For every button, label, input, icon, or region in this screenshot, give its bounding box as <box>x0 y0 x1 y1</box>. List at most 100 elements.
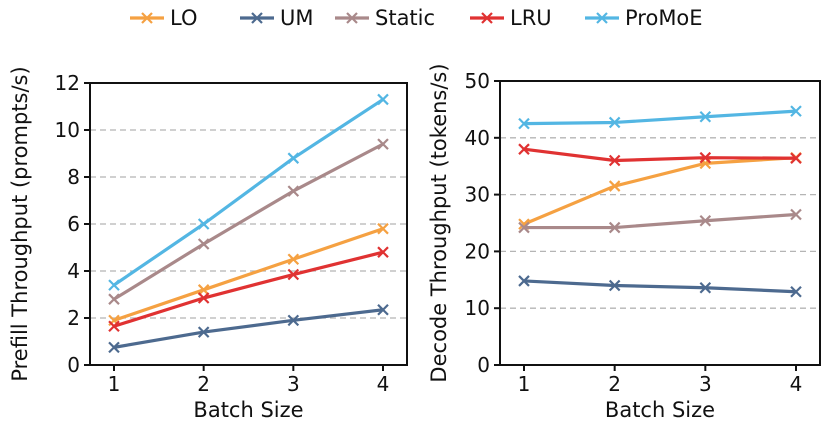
series-line <box>113 308 384 349</box>
x-tick-label: 2 <box>197 372 210 396</box>
data-point <box>518 221 530 234</box>
legend-item-promoe: ProMoE <box>585 6 703 30</box>
series-line <box>113 227 384 322</box>
series-lru <box>108 246 389 333</box>
legend-item-lru: LRU <box>470 6 552 30</box>
data-point <box>377 222 389 235</box>
legend-item-um: UM <box>240 6 314 30</box>
series-line <box>523 147 797 163</box>
y-tick-label: 10 <box>465 296 490 320</box>
x-axis-title: Batch Size <box>193 398 303 422</box>
data-point <box>608 116 621 129</box>
data-point <box>377 138 389 150</box>
data-point <box>287 253 300 266</box>
data-point <box>287 268 300 281</box>
data-point <box>518 117 530 130</box>
legend-marker <box>481 12 493 24</box>
x-tick-label: 1 <box>518 372 531 396</box>
series-promoe <box>518 105 802 130</box>
data-point <box>197 292 210 304</box>
y-tick-label: 4 <box>67 259 80 283</box>
y-tick-label: 20 <box>465 239 490 263</box>
legend-marker <box>346 12 358 24</box>
series-um <box>518 275 802 298</box>
data-point <box>287 185 300 197</box>
series-static <box>108 138 389 305</box>
data-point <box>287 152 300 164</box>
series-line <box>113 98 384 287</box>
y-axis-title: Decode Throughput (tokens/s) <box>427 63 451 382</box>
legend-label: Static <box>375 6 435 30</box>
x-tick-label: 2 <box>608 372 621 396</box>
data-point <box>197 284 210 296</box>
series-line <box>113 250 384 328</box>
series-line <box>523 156 797 226</box>
legend-marker <box>141 12 153 24</box>
data-point <box>518 143 530 155</box>
data-point <box>699 111 712 123</box>
series-line <box>524 212 797 230</box>
data-point <box>790 285 802 298</box>
y-tick-label: 2 <box>67 306 80 330</box>
y-tick-label: 0 <box>477 353 490 377</box>
series-promoe <box>108 93 389 291</box>
series-line <box>523 109 797 126</box>
legend-label: UM <box>280 6 314 30</box>
data-point <box>108 341 120 354</box>
y-tick-label: 6 <box>67 212 80 236</box>
data-point <box>518 275 530 287</box>
data-point <box>699 214 712 227</box>
y-tick-label: 40 <box>465 126 490 150</box>
data-point <box>608 154 621 167</box>
legend-item-static: Static <box>335 6 435 30</box>
decode-throughput-chart: 0 10 20 30 40 50 1 2 3 4 Batch Size Decode Throughp… <box>427 63 821 422</box>
legend: LO UM Static LRU ProMoE <box>130 6 703 30</box>
x-tick-label: 3 <box>699 372 712 396</box>
data-point <box>197 218 210 230</box>
x-tick-label: 4 <box>790 372 803 396</box>
data-point <box>377 303 389 316</box>
y-tick-label: 10 <box>55 118 80 142</box>
data-point <box>790 152 802 165</box>
data-point <box>287 314 300 327</box>
x-tick-label: 1 <box>108 372 121 396</box>
data-point <box>108 320 120 333</box>
plot-frame <box>89 82 408 366</box>
series-lru <box>518 143 802 167</box>
x-tick-label: 3 <box>287 372 300 396</box>
data-point <box>790 105 802 117</box>
data-point <box>608 180 621 192</box>
y-tick-label: 8 <box>67 165 80 189</box>
y-tick-label: 12 <box>55 71 80 95</box>
data-point <box>108 279 120 291</box>
data-point <box>197 326 210 338</box>
data-point <box>108 293 120 305</box>
data-point <box>608 221 621 234</box>
y-tick-label: 30 <box>465 183 490 207</box>
data-point <box>377 93 389 106</box>
legend-label: ProMoE <box>625 6 703 30</box>
data-point <box>699 281 712 294</box>
plot-frame <box>499 80 821 366</box>
legend-marker <box>251 12 263 24</box>
data-point <box>699 151 712 164</box>
data-point <box>790 208 802 221</box>
y-tick-label: 50 <box>465 69 490 93</box>
data-point <box>197 238 210 250</box>
legend-item-lo: LO <box>130 6 197 30</box>
x-axis-title: Batch Size <box>605 398 715 422</box>
series-um <box>108 303 389 354</box>
legend-marker <box>596 12 608 24</box>
series-line <box>523 279 797 294</box>
data-point <box>377 246 389 258</box>
series-lo <box>108 222 389 327</box>
x-tick-label: 4 <box>377 372 390 396</box>
legend-label: LRU <box>510 6 552 30</box>
series-static <box>518 208 802 234</box>
legend-label: LO <box>170 6 197 30</box>
y-tick-label: 0 <box>67 353 80 377</box>
data-point <box>608 279 621 292</box>
y-axis-title: Prefill Throughput (prompts/s) <box>8 66 32 381</box>
